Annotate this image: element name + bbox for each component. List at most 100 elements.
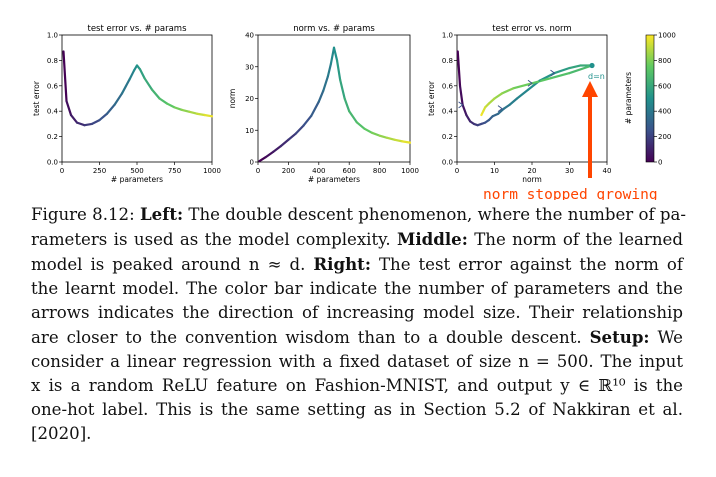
caption-line: x is a random ReLU feature on Fashion-MN… <box>31 374 683 398</box>
data-point <box>173 106 176 109</box>
annotation-text: norm stopped growing <box>483 187 658 200</box>
data-point <box>355 121 358 124</box>
data-point <box>482 110 485 113</box>
y-axis-label: test error <box>427 80 436 116</box>
series-segment <box>458 84 464 106</box>
series-segment <box>500 87 515 95</box>
caption-text: [2020]. <box>31 424 92 443</box>
data-point <box>378 134 381 137</box>
series-segment <box>279 138 290 148</box>
x-tick-label: 30 <box>565 167 574 175</box>
y-tick-label: 0.6 <box>442 82 454 90</box>
data-point <box>487 102 490 105</box>
colorbar-tick-label: 400 <box>658 108 671 116</box>
colorbar-label: # parameters <box>624 72 633 124</box>
data-point <box>339 78 341 81</box>
annotation-arrow <box>582 81 598 178</box>
y-tick-label: 0.0 <box>442 159 453 167</box>
data-point <box>295 132 297 135</box>
x-tick-label: 600 <box>343 167 356 175</box>
data-point <box>568 67 571 69</box>
data-point <box>516 97 518 100</box>
data-point <box>143 77 146 80</box>
series-segment <box>83 122 94 127</box>
data-point <box>83 124 86 127</box>
series-segment <box>272 145 282 153</box>
data-point <box>264 156 267 159</box>
data-point <box>472 123 475 125</box>
data-point <box>279 145 282 148</box>
y-tick-label: 10 <box>245 127 254 135</box>
series-segment <box>335 59 342 81</box>
series-segment <box>105 103 116 115</box>
series-segment <box>113 92 124 106</box>
data-point <box>133 69 135 72</box>
data-point <box>203 114 206 116</box>
x-tick-label: 200 <box>282 167 295 175</box>
series-segment <box>158 97 169 105</box>
series-segment <box>343 97 351 113</box>
series-segment <box>401 140 412 144</box>
series-segment <box>386 136 396 141</box>
caption-text: We <box>649 328 684 347</box>
series-segment <box>512 82 534 90</box>
data-point <box>158 97 161 100</box>
series-segment <box>310 100 320 118</box>
chart-title: norm vs. # params <box>293 24 375 34</box>
series-segment <box>120 78 131 95</box>
data-point <box>363 127 366 130</box>
data-point <box>65 100 68 102</box>
direction-arrow <box>527 79 533 87</box>
y-tick-label: 40 <box>245 32 254 40</box>
data-point <box>98 119 101 121</box>
data-point <box>459 84 461 87</box>
series-segment <box>98 112 109 122</box>
data-point <box>508 103 511 106</box>
series-segment <box>502 103 511 110</box>
plot-frame <box>456 34 608 163</box>
data-point <box>302 124 305 127</box>
x-tick-label: 20 <box>528 167 537 175</box>
data-point <box>579 64 582 67</box>
caption-line: [2020]. <box>31 422 683 446</box>
peak-marker <box>589 62 595 69</box>
caption-text: consider a linear regression with a fixe… <box>31 352 683 371</box>
x-tick-label: 40 <box>603 167 612 175</box>
series-segment <box>90 118 101 126</box>
series-segment <box>258 156 267 163</box>
series-segment <box>180 108 191 113</box>
data-point <box>196 112 198 115</box>
data-point <box>106 112 108 115</box>
direction-arrow <box>550 69 556 77</box>
x-axis-label: norm <box>522 175 542 184</box>
plot-frame <box>61 34 213 163</box>
series-segment <box>203 113 214 118</box>
data-point <box>476 124 479 127</box>
data-point <box>151 88 153 91</box>
y-axis-label: norm <box>228 89 237 109</box>
caption-bold-label: Left: <box>139 204 184 224</box>
x-tick-label: 500 <box>130 167 143 175</box>
colorbar-tick-label: 200 <box>658 133 671 141</box>
data-point <box>327 75 329 78</box>
series-segment <box>508 97 519 106</box>
data-point <box>497 112 500 115</box>
data-point <box>480 123 483 125</box>
x-axis-label: # parameters <box>308 175 360 184</box>
y-tick-label: 1.0 <box>47 32 58 40</box>
series-segment <box>332 46 339 62</box>
series-segment <box>65 99 73 117</box>
data-point <box>128 78 131 81</box>
caption-line: rameters is used as the model complexity… <box>31 227 683 252</box>
data-point <box>371 131 373 134</box>
data-point <box>469 120 472 123</box>
data-point <box>491 115 494 118</box>
caption-text: rameters is used as the model complexity… <box>31 230 397 249</box>
data-point <box>317 100 320 103</box>
caption-line: are closer to the convention wisdom than… <box>31 325 683 350</box>
data-point <box>181 109 183 111</box>
chart-panel-2: norm vs. # params 0 200 400 600 800 1000 0 10 20 3… <box>228 24 419 184</box>
data-point <box>393 138 396 141</box>
series-segment <box>393 138 404 143</box>
